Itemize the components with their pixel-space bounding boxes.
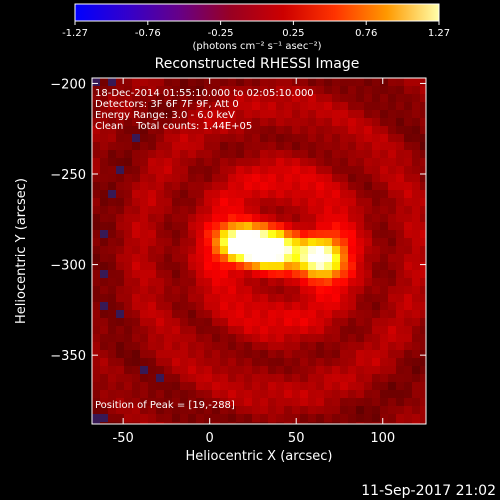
chart-title: Reconstructed RHESSI Image: [155, 56, 360, 72]
annotation-energy: Energy Range: 3.0 - 6.0 keV: [95, 110, 235, 121]
colorbar-unit-label: (photons cm⁻² s⁻¹ asec⁻²): [192, 41, 321, 52]
annotation-clean: Clean Total counts: 1.44E+05: [95, 121, 252, 132]
y-tick-label: −200: [50, 77, 86, 92]
colorbar-tick-label: 0.76: [355, 28, 377, 39]
colorbar-ticks: -1.27 -0.76 -0.25 0.25 0.76 1.27: [62, 21, 450, 39]
colorbar-tick-label: -0.76: [135, 28, 161, 39]
colorbar-tick-label: -0.25: [208, 28, 234, 39]
x-tick-label: 50: [288, 431, 305, 446]
y-axis-label: Heliocentric Y (arcsec): [14, 178, 29, 324]
colorbar-tick-label: 1.27: [428, 28, 450, 39]
axes: -50 0 50 100 −200 −250 −300 −350: [50, 77, 426, 446]
plot-frame: [91, 77, 427, 425]
colorbar-tick-label: 0.25: [282, 28, 304, 39]
annotation-time: 18-Dec-2014 01:55:10.000 to 02:05:10.000: [95, 88, 314, 99]
y-tick-label: −300: [50, 259, 86, 274]
colorbar: [74, 3, 440, 22]
peak-position-label: Position of Peak = [19,-288]: [95, 400, 235, 411]
colorbar-tick-label: -1.27: [62, 28, 88, 39]
x-tick-label: 0: [206, 431, 214, 446]
annotation-detectors: Detectors: 3F 6F 7F 9F, Att 0: [95, 99, 239, 110]
y-tick-label: −250: [50, 168, 86, 183]
x-tick-label: -50: [113, 431, 134, 446]
footer-timestamp: 11-Sep-2017 21:02: [361, 483, 496, 499]
y-tick-label: −350: [50, 349, 86, 364]
x-tick-label: 100: [370, 431, 395, 446]
heatmap-image: [92, 78, 426, 424]
x-axis-label: Heliocentric X (arcsec): [186, 449, 333, 464]
